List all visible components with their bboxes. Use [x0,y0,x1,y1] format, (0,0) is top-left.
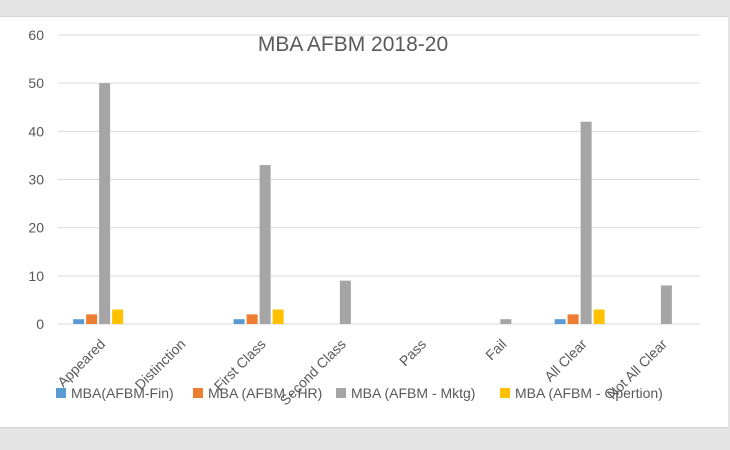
y-tick-label: 40 [28,123,44,139]
y-axis: 0 10 20 30 40 50 60 [28,27,44,332]
bar-first-class-series-3 [259,165,271,324]
bar-all-clear-series-4 [593,309,605,324]
legend-label: MBA(AFBM-Fin) [71,385,174,401]
bar-appeared-series-3 [99,83,111,325]
bar-not-all-clear-series-3 [660,285,672,324]
chart-title: MBA AFBM 2018-20 [258,33,448,56]
y-tick-label: 30 [28,172,44,188]
y-tick-label: 20 [28,220,44,236]
bar-all-clear-series-2 [567,314,579,324]
legend-swatch [500,388,510,398]
bar-second-class-series-3 [339,280,351,324]
legend-label: MBA (AFBM - Opertion) [515,385,663,401]
x-tick-label: Pass [396,336,429,369]
gridlines [58,34,700,325]
bar-all-clear-series-1 [554,319,566,324]
bar-first-class-series-2 [246,314,258,324]
bars [73,83,672,325]
bar-first-class-series-4 [272,309,284,324]
bar-fail-series-3 [500,319,512,324]
chart-area: 0 10 20 30 40 50 60 Appeared Distinction First C… [0,16,728,428]
y-tick-label: 50 [28,75,44,91]
legend: MBA(AFBM-Fin) MBA (AFBM - HR) MBA (AFBM - … [56,385,663,401]
legend-swatch [336,388,346,398]
legend-label: MBA (AFBM - HR) [208,385,322,401]
y-tick-label: 0 [36,316,44,332]
bar-appeared-series-1 [73,319,85,324]
bar-all-clear-series-3 [580,121,592,324]
bar-appeared-series-4 [112,309,124,324]
bar-appeared-series-2 [86,314,98,324]
x-tick-label: Appeared [54,336,108,390]
legend-label: MBA (AFBM - Mktg) [351,385,475,401]
x-tick-label: All Clear [541,336,590,385]
bar-first-class-series-1 [233,319,245,324]
y-tick-label: 10 [28,268,44,284]
legend-swatch [193,388,203,398]
legend-swatch [56,388,66,398]
x-tick-label: Fail [482,336,509,363]
y-tick-label: 60 [28,27,44,43]
